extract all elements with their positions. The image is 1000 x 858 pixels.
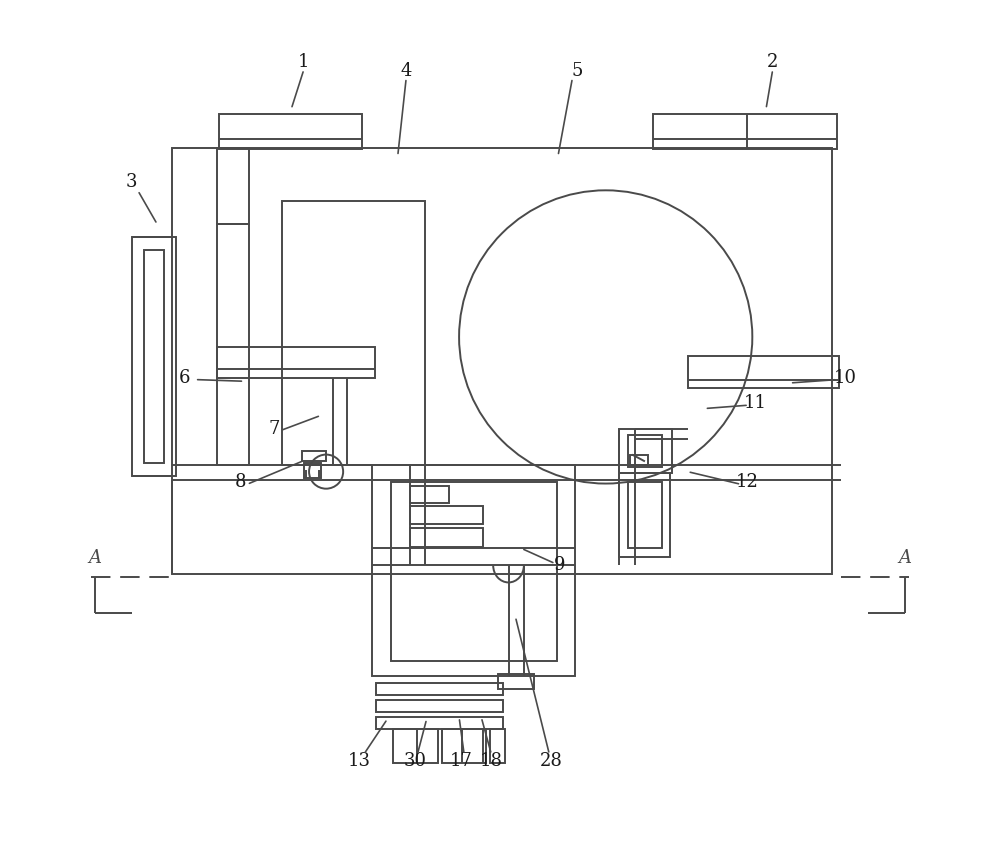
Bar	[144, 250, 164, 463]
Bar	[391, 482, 557, 661]
Bar	[217, 148, 249, 225]
Bar	[393, 729, 438, 763]
Text: 4: 4	[401, 62, 412, 80]
Bar	[376, 683, 503, 695]
Bar	[302, 451, 326, 462]
Bar	[304, 463, 321, 479]
Bar	[619, 429, 672, 474]
Bar	[376, 717, 503, 729]
Text: 3: 3	[126, 172, 137, 190]
Bar	[410, 505, 483, 524]
Bar	[376, 700, 503, 712]
Bar	[410, 486, 449, 503]
Text: 18: 18	[480, 752, 503, 770]
Text: 2: 2	[767, 53, 778, 71]
Text: 9: 9	[554, 556, 565, 574]
Bar	[282, 201, 425, 465]
Bar	[628, 435, 662, 468]
Bar	[172, 148, 832, 574]
Bar	[410, 528, 483, 547]
Bar	[619, 474, 670, 557]
Text: 17: 17	[450, 752, 473, 770]
Text: 6: 6	[179, 369, 190, 387]
Text: 28: 28	[540, 752, 563, 770]
Text: 13: 13	[348, 752, 371, 770]
Text: 12: 12	[736, 473, 759, 491]
Bar	[688, 356, 839, 388]
Text: 5: 5	[571, 62, 582, 80]
Text: 7: 7	[268, 420, 280, 438]
Text: 8: 8	[234, 473, 246, 491]
Bar	[217, 225, 249, 465]
Bar	[132, 237, 176, 476]
Text: 10: 10	[834, 369, 857, 387]
Text: 30: 30	[403, 752, 426, 770]
Bar	[653, 113, 837, 149]
Bar	[498, 674, 534, 689]
Text: 1: 1	[298, 53, 310, 71]
Text: A: A	[89, 549, 102, 567]
Bar	[217, 347, 375, 378]
Bar	[630, 455, 648, 465]
Text: 11: 11	[744, 395, 767, 413]
Bar	[490, 729, 505, 763]
Bar	[372, 465, 575, 676]
Bar	[219, 113, 362, 149]
Bar	[442, 729, 486, 763]
Text: A: A	[898, 549, 911, 567]
Bar	[628, 482, 662, 548]
